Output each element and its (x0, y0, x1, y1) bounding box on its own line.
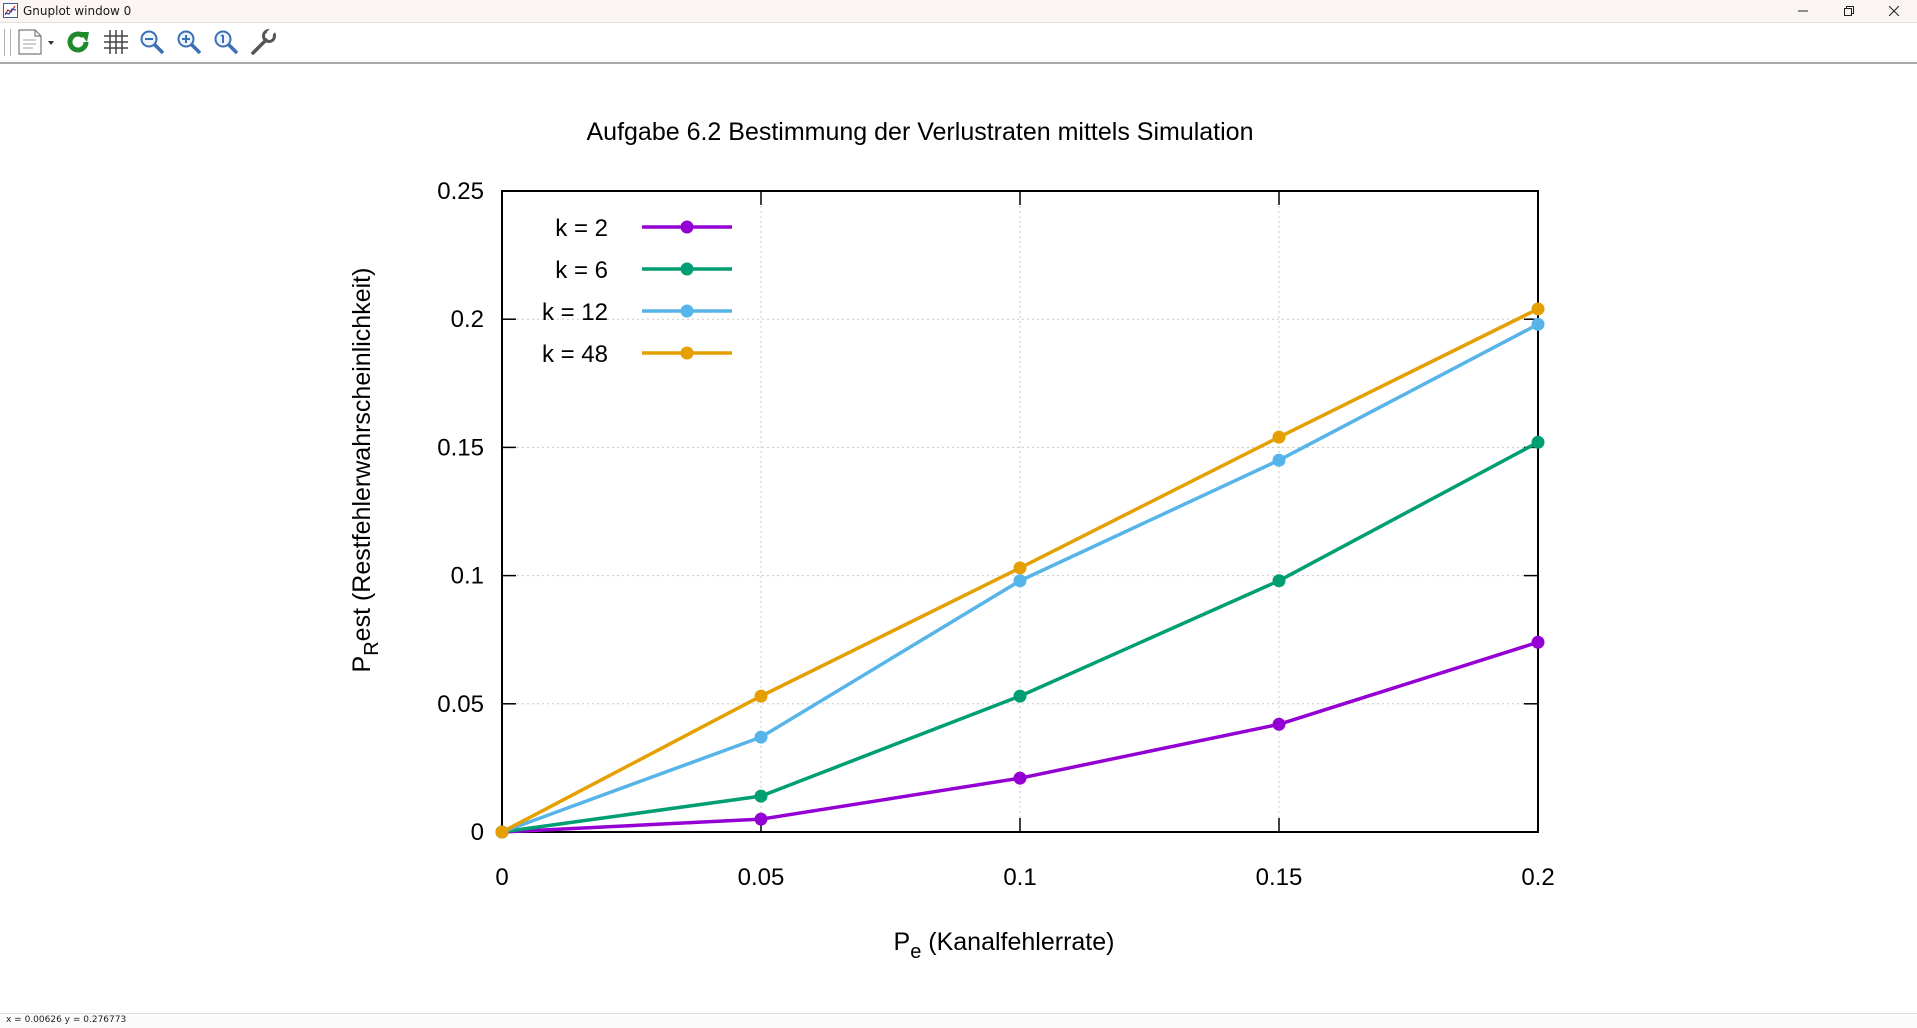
restore-button[interactable] (1826, 0, 1872, 22)
x-axis-label-rest: (Kanalfehlerrate) (921, 928, 1114, 956)
data-point (1531, 302, 1545, 316)
legend-label: k = 48 (542, 341, 608, 368)
data-point (1531, 435, 1545, 449)
wrench-icon (251, 28, 276, 55)
zoom-previous-button[interactable] (137, 27, 167, 57)
legend-label: k = 12 (542, 299, 608, 326)
zoom-reset-icon (214, 30, 239, 55)
data-point (1272, 574, 1286, 588)
legend-marker (680, 220, 694, 234)
zoom-out-icon (140, 30, 165, 55)
legend-marker (680, 304, 694, 318)
gnuplot-app-icon (3, 3, 18, 18)
y-axis-label-sub: R (361, 641, 383, 655)
grid-lines (501, 190, 1539, 833)
data-point (1013, 771, 1027, 785)
grid-icon (104, 30, 128, 54)
status-bar: x = 0.00626 y = 0.276773 (0, 1013, 1917, 1028)
refresh-icon (67, 31, 89, 53)
unzoom-button[interactable] (211, 27, 241, 57)
data-point (1013, 689, 1027, 703)
mouse-coordinates: x = 0.00626 y = 0.276773 (6, 1015, 127, 1025)
document-icon (18, 29, 54, 55)
y-tick-label: 0.25 (437, 178, 484, 205)
y-tick-label: 0.15 (437, 434, 484, 461)
close-icon (1889, 6, 1899, 16)
x-axis-label-main: P (894, 928, 911, 956)
plot-area[interactable]: 0 0.05 0.1 0.15 0.2 0 0.05 0.1 0.15 0.2 0.25 k = … (0, 64, 1917, 1013)
x-tick-label: 0.1 (1003, 864, 1036, 891)
data-point (1013, 574, 1027, 588)
y-tick-label: 0 (471, 819, 484, 846)
x-axis-label: Pe (Kanalfehlerrate) (894, 928, 1115, 963)
legend-marker (680, 262, 694, 276)
legend: k = 2 k = 6 k = 12 k = 48 (542, 215, 732, 368)
replot-button[interactable] (63, 27, 93, 57)
chart[interactable]: 0 0.05 0.1 0.15 0.2 0 0.05 0.1 0.15 0.2 0.25 k = … (0, 64, 1917, 1013)
data-point (754, 789, 768, 803)
data-point (1531, 317, 1545, 331)
y-tick-label: 0.1 (451, 563, 484, 590)
series-lines (495, 302, 1545, 839)
zoom-next-button[interactable] (174, 27, 204, 57)
y-axis-label-rest: est (Restfehlerwahrscheinlichkeit) (348, 268, 376, 642)
window-title: Gnuplot window 0 (23, 4, 132, 18)
toolbar-grip[interactable] (4, 29, 11, 56)
y-tick-label: 0.2 (451, 306, 484, 333)
legend-label: k = 6 (555, 257, 608, 284)
x-axis-label-sub: e (910, 941, 921, 963)
copy-print-menu-button[interactable] (14, 27, 60, 57)
minimize-button[interactable] (1780, 0, 1826, 22)
legend-label: k = 2 (555, 215, 608, 242)
chart-title: Aufgabe 6.2 Bestimmung der Verlustraten … (586, 118, 1253, 146)
close-button[interactable] (1871, 0, 1917, 22)
options-button[interactable] (248, 27, 278, 57)
data-point (495, 825, 509, 839)
toolbar (0, 23, 1917, 64)
restore-icon (1844, 6, 1854, 16)
minimize-icon (1798, 10, 1808, 12)
y-tick-label: 0.05 (437, 691, 484, 718)
y-axis-label: PRest (Restfehlerwahrscheinlichkeit) (348, 268, 383, 673)
title-bar: Gnuplot window 0 (0, 0, 1917, 23)
legend-marker (680, 346, 694, 360)
grid-button[interactable] (100, 27, 130, 57)
data-point (1272, 453, 1286, 467)
x-tick-label: 0.05 (738, 864, 785, 891)
data-point (1531, 635, 1545, 649)
y-axis-label-main: P (348, 656, 376, 673)
data-point (1272, 430, 1286, 444)
zoom-in-icon (177, 30, 202, 55)
data-point (1272, 717, 1286, 731)
x-tick-labels: 0 0.05 0.1 0.15 0.2 (495, 864, 1554, 891)
plot-frame (501, 190, 1539, 833)
data-point (754, 730, 768, 744)
x-tick-label: 0.15 (1256, 864, 1303, 891)
x-tick-label: 0.2 (1521, 864, 1554, 891)
data-point (754, 689, 768, 703)
x-tick-label: 0 (495, 864, 508, 891)
data-point (754, 812, 768, 826)
y-tick-labels: 0 0.05 0.1 0.15 0.2 0.25 (437, 178, 484, 846)
data-point (1013, 561, 1027, 575)
